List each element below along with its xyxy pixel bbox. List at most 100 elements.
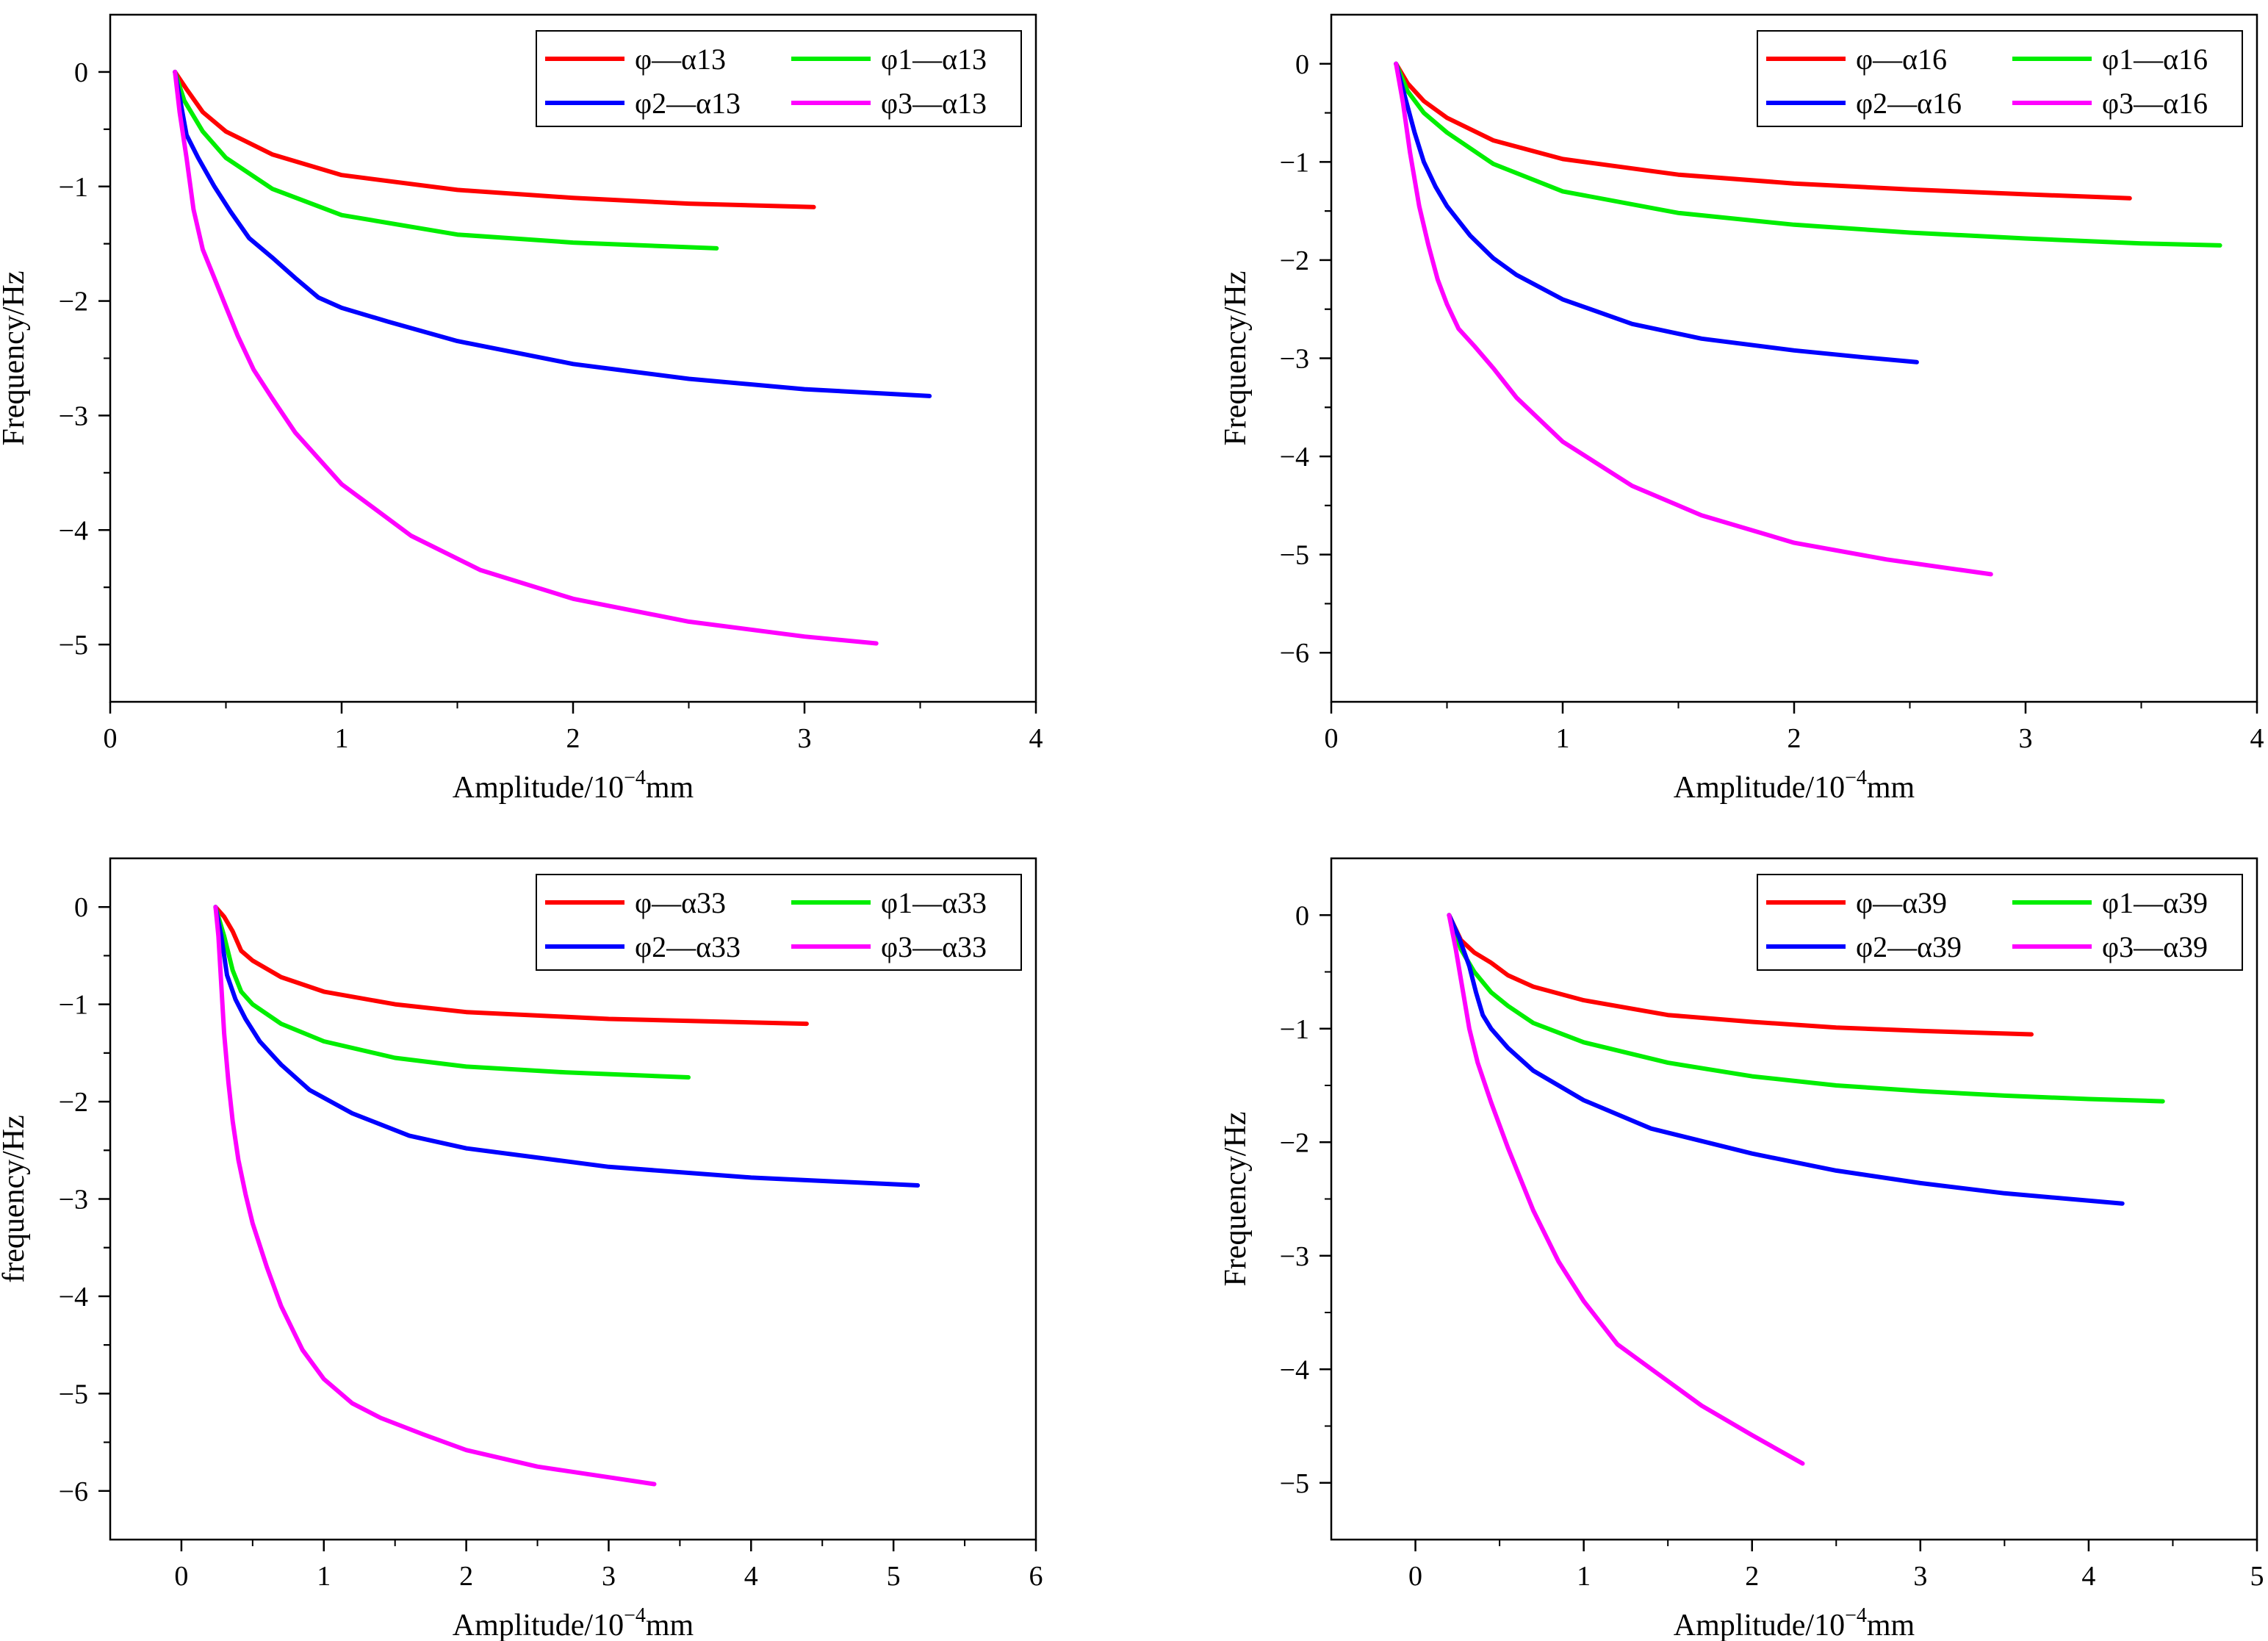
y-tick-label: −3 [59, 1185, 88, 1216]
y-tick-label: −3 [1280, 1241, 1309, 1272]
x-tick-label: 2 [1745, 1561, 1759, 1592]
x-axis-label: Amplitude/10−4mm [453, 766, 694, 805]
x-tick-label: 2 [459, 1561, 473, 1592]
series-line-1 [173, 69, 816, 209]
x-tick-label: 6 [1029, 1561, 1043, 1592]
y-tick-label: −4 [1280, 442, 1309, 473]
x-axis-label: Amplitude/10−4mm [1674, 766, 1915, 805]
legend-label: φ3—α16 [2102, 87, 2208, 120]
x-axis-label-unit: mm [1867, 1609, 1915, 1641]
legend-box [1757, 30, 2243, 127]
x-axis-label-text: Amplitude/10 [1674, 1609, 1845, 1641]
x-axis-label-text: Amplitude/10 [453, 1609, 624, 1641]
legend-label: φ—α33 [635, 886, 726, 919]
y-tick-label: −4 [59, 1282, 88, 1313]
legend-box [536, 874, 1022, 971]
legend-label: φ2—α13 [635, 87, 741, 120]
x-axis-label: Amplitude/10−4mm [1674, 1604, 1915, 1641]
y-axis-label: Frequency/Hz [0, 271, 31, 446]
y-tick-label: −1 [1280, 147, 1309, 178]
y-tick-label: −5 [59, 1379, 88, 1410]
y-tick-label: −1 [59, 990, 88, 1021]
y-tick-label: −4 [1280, 1354, 1309, 1385]
x-tick-label: 2 [1788, 723, 1801, 754]
x-tick-label: 0 [1408, 1561, 1422, 1592]
x-tick-label: 4 [2081, 1561, 2095, 1592]
y-tick-label: 0 [1295, 900, 1309, 931]
x-tick-label: 1 [1556, 723, 1570, 754]
legend-box [1757, 874, 2243, 971]
x-axis-label-exponent: −4 [624, 1604, 646, 1627]
x-tick-label: 1 [1577, 1561, 1591, 1592]
y-tick-label: −3 [1280, 344, 1309, 375]
series-line-2 [1447, 913, 2165, 1104]
series-line-3 [1447, 913, 2125, 1206]
x-axis-label-unit: mm [646, 771, 694, 805]
x-axis-label-unit: mm [646, 1609, 694, 1641]
y-tick-label: 0 [74, 892, 88, 923]
x-tick-label: 3 [798, 723, 812, 754]
chart-panel-1: 0 1 2 3 40−1−2−3−4−5Amplitude/10−4mmFrequenc… [0, 13, 1043, 805]
legend: φ—α16 φ2—α16 φ1—α16 φ3—α16 [1757, 30, 2243, 127]
y-tick-label: −3 [59, 401, 88, 431]
legend-label: φ—α39 [1856, 886, 1947, 919]
y-axis-label: Frequency/Hz [1219, 271, 1253, 446]
legend-box [536, 30, 1022, 127]
y-tick-label: −2 [59, 1087, 88, 1118]
x-axis-label-exponent: −4 [1845, 1604, 1867, 1627]
x-tick-label: 0 [174, 1561, 188, 1592]
y-tick-label: −2 [1280, 245, 1309, 276]
legend: φ—α33 φ2—α33 φ1—α33 φ3—α33 [536, 874, 1022, 971]
x-tick-label: 4 [744, 1561, 758, 1592]
series-line-2 [213, 905, 691, 1080]
legend: φ—α13 φ2—α13 φ1—α13 φ3—α13 [536, 30, 1022, 127]
legend-label: φ2—α33 [635, 930, 741, 963]
legend-label: φ2—α16 [1856, 87, 1962, 120]
y-tick-label: 0 [74, 57, 88, 88]
legend-label: φ1—α13 [881, 43, 987, 76]
legend-label: φ3—α33 [881, 930, 987, 963]
y-tick-label: −2 [59, 287, 88, 317]
series-line-3 [213, 905, 921, 1188]
x-tick-label: 4 [2250, 723, 2264, 754]
series-line-2 [1394, 61, 2222, 248]
x-axis-label-text: Amplitude/10 [1674, 771, 1845, 805]
y-tick-label: −5 [1280, 1468, 1309, 1499]
legend-label: φ3—α13 [881, 87, 987, 120]
y-tick-label: −2 [1280, 1127, 1309, 1158]
series-line-3 [1394, 61, 1919, 365]
x-axis-label: Amplitude/10−4mm [453, 1604, 694, 1641]
x-tick-label: 5 [2250, 1561, 2264, 1592]
x-tick-label: 1 [335, 723, 349, 754]
y-tick-label: 0 [1295, 49, 1309, 80]
legend-label: φ2—α39 [1856, 930, 1962, 963]
x-axis-label-exponent: −4 [1845, 766, 1867, 789]
y-axis-label: Frequency/Hz [1219, 1112, 1253, 1287]
x-axis-label-unit: mm [1867, 771, 1915, 805]
y-tick-label: −5 [1280, 540, 1309, 571]
x-tick-label: 4 [1029, 723, 1043, 754]
legend-label: φ—α13 [635, 43, 726, 76]
legend: φ—α39 φ2—α39 φ1—α39 φ3—α39 [1757, 874, 2243, 971]
series-line-4 [1447, 913, 1805, 1466]
y-tick-label: −1 [59, 172, 88, 203]
chart-panel-2: 0 1 2 3 40−1−2−3−4−5−6Amplitude/10−4mmFreque… [1219, 13, 2264, 805]
y-tick-label: −6 [1280, 638, 1309, 669]
x-tick-label: 3 [2019, 723, 2033, 754]
series-line-1 [1394, 61, 2132, 201]
series-line-4 [213, 905, 657, 1487]
y-tick-label: −4 [59, 515, 88, 546]
legend-label: φ3—α39 [2102, 930, 2208, 963]
x-tick-label: 0 [104, 723, 118, 754]
legend-label: φ—α16 [1856, 43, 1947, 76]
y-axis-label: frequency/Hz [0, 1115, 31, 1283]
x-axis-label-text: Amplitude/10 [453, 771, 624, 805]
series-line-4 [1394, 61, 1993, 577]
legend-label: φ1—α39 [2102, 886, 2208, 919]
x-axis-label-exponent: −4 [624, 766, 646, 789]
x-tick-label: 5 [887, 1561, 901, 1592]
series-line-4 [173, 69, 879, 646]
series-line-3 [173, 69, 932, 398]
chart-panel-3: 0 1 2 3 4 5 60−1−2−3−4−5−6Amplitude/10−4mmfreq… [0, 857, 1043, 1641]
